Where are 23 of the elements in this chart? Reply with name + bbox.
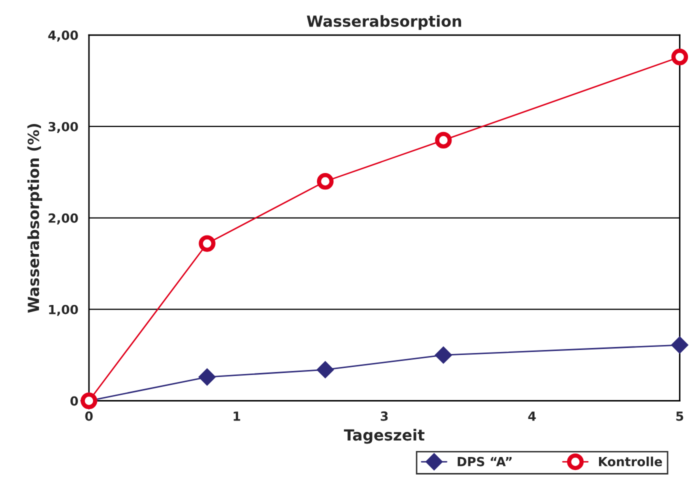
point [435,132,452,149]
x-tick-label: 0 [85,411,93,421]
y-tick-label: 4,00 [48,30,78,42]
y-tick-label: 1,00 [49,304,78,316]
point [198,368,216,386]
point [434,346,452,364]
x-tick-label: 5 [676,412,684,421]
legend-label: Kontrolle [599,456,662,466]
chart-title: Wasserabsorption [306,15,462,30]
y-tick-label: 2,00 [48,213,78,224]
x-tick-label: 1 [234,412,240,421]
point [198,235,216,252]
point [316,173,334,190]
x-tick-label: 4 [528,412,536,421]
point [316,361,334,378]
point [671,48,688,66]
legend-label: DPS “A” [458,456,512,466]
x-tick-label: 3 [380,411,388,421]
y-axis-title: Wasserabsorption (%) [27,124,42,313]
point [671,336,688,354]
x-axis-title: Tageszeit [344,428,424,444]
y-tick-label: 3,00 [48,122,78,134]
y-tick-label: 0 [70,396,78,406]
